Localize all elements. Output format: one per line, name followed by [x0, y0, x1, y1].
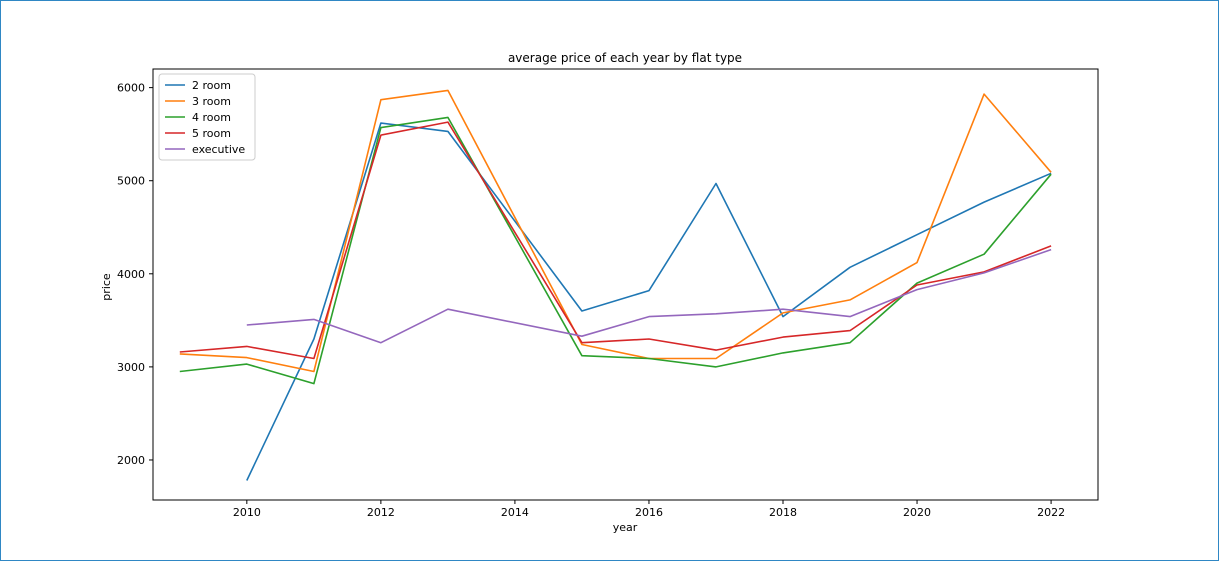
- legend-label: 4 room: [192, 111, 231, 124]
- series-line-3: [179, 116, 1052, 385]
- x-tick-label: 2020: [903, 506, 931, 519]
- legend-label: 5 room: [192, 127, 231, 140]
- series-line-5: [246, 248, 1052, 344]
- y-tick-label: 3000: [117, 361, 145, 374]
- y-tick-label: 4000: [117, 268, 145, 281]
- x-tick-label: 2018: [769, 506, 797, 519]
- legend: 2 room 3 room 4 room 5 room executive: [158, 73, 256, 161]
- x-tick-label: 2010: [233, 506, 261, 519]
- y-tick-label: 6000: [117, 82, 145, 95]
- x-tick-label: 2012: [367, 506, 395, 519]
- x-tick-label: 2022: [1037, 506, 1065, 519]
- y-axis-label: price: [100, 273, 113, 301]
- x-axis-label: year: [613, 521, 638, 534]
- series-line-2: [179, 89, 1052, 373]
- plot-area: [152, 68, 1099, 501]
- chart-title: average price of each year by flat type: [508, 51, 742, 65]
- x-tick-label: 2016: [635, 506, 663, 519]
- plot-lines: [179, 89, 1052, 481]
- legend-label: 3 room: [192, 95, 231, 108]
- y-tick-label: 5000: [117, 175, 145, 188]
- y-tick-label: 2000: [117, 454, 145, 467]
- series-line-4: [179, 121, 1052, 360]
- legend-label: executive: [192, 143, 245, 156]
- legend-label: 2 room: [192, 79, 231, 92]
- y-axis: 2000 3000 4000 5000 6000: [117, 82, 153, 467]
- series-line-1: [246, 122, 1052, 481]
- x-tick-label: 2014: [501, 506, 529, 519]
- x-axis: 2010 2012 2014 2016 2018 2020 2022: [233, 500, 1065, 519]
- legend-box: [158, 73, 256, 161]
